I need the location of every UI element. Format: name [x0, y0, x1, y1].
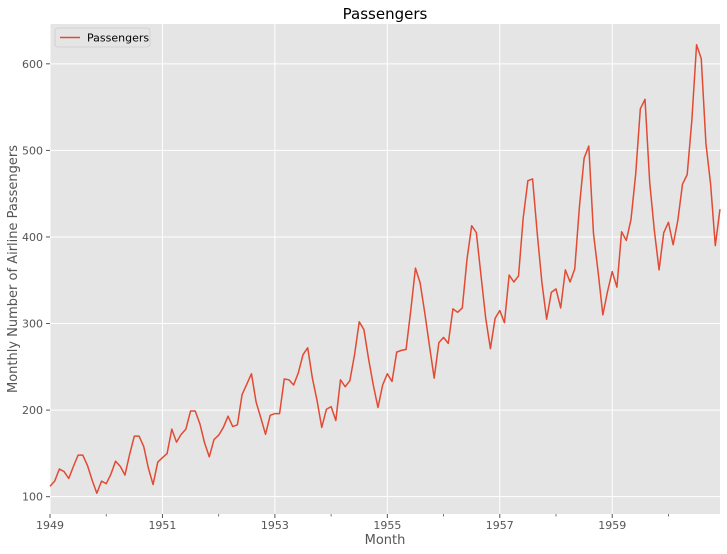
- series-line-passengers: [49, 44, 721, 494]
- x-axis-label: Month: [365, 533, 406, 548]
- legend-label-passengers: Passengers: [87, 32, 149, 45]
- legend-box: [54, 27, 151, 48]
- y-tick-label: 100: [22, 491, 43, 504]
- series-layer: [49, 44, 721, 494]
- x-tick-label: 1955: [373, 519, 401, 532]
- x-tick-label: 1959: [598, 519, 626, 532]
- legend: Passengers: [54, 27, 151, 48]
- y-tick-label: 400: [22, 231, 43, 244]
- x-tick-label: 1957: [486, 519, 514, 532]
- y-axis-label: Monthly Number of Airline Passengers: [6, 145, 21, 393]
- plot-area: [50, 24, 720, 514]
- y-tick-label: 300: [22, 318, 43, 331]
- y-tick-label: 600: [22, 58, 43, 71]
- y-tick-label: 200: [22, 404, 43, 417]
- chart-title: Passengers: [343, 5, 428, 23]
- y-axis: 100 200 300 400 500 600: [22, 58, 50, 504]
- y-tick-label: 500: [22, 144, 43, 157]
- x-axis: 1949 1951 1953 1955 1957 1959: [36, 514, 669, 532]
- x-tick-label: 1953: [261, 519, 289, 532]
- grid: [49, 24, 720, 514]
- x-tick-label: 1949: [36, 519, 64, 532]
- x-tick-label: 1951: [148, 519, 176, 532]
